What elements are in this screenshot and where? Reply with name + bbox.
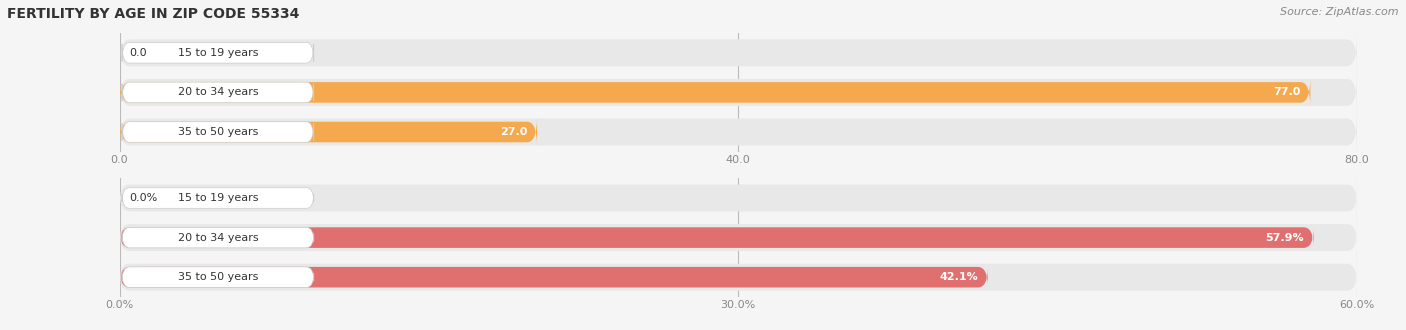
FancyBboxPatch shape	[120, 77, 1310, 108]
Text: 77.0: 77.0	[1272, 87, 1301, 97]
FancyBboxPatch shape	[122, 188, 314, 208]
Text: 35 to 50 years: 35 to 50 years	[177, 272, 259, 282]
Text: 15 to 19 years: 15 to 19 years	[177, 48, 259, 58]
FancyBboxPatch shape	[120, 117, 537, 147]
Text: 27.0: 27.0	[499, 127, 527, 137]
Text: 20 to 34 years: 20 to 34 years	[177, 233, 259, 243]
Text: 20 to 34 years: 20 to 34 years	[177, 87, 259, 97]
FancyBboxPatch shape	[122, 227, 314, 248]
FancyBboxPatch shape	[122, 82, 314, 103]
FancyBboxPatch shape	[122, 122, 314, 142]
Text: FERTILITY BY AGE IN ZIP CODE 55334: FERTILITY BY AGE IN ZIP CODE 55334	[7, 7, 299, 20]
Text: 15 to 19 years: 15 to 19 years	[177, 193, 259, 203]
Text: 57.9%: 57.9%	[1265, 233, 1303, 243]
FancyBboxPatch shape	[122, 43, 314, 63]
FancyBboxPatch shape	[120, 264, 1357, 291]
Text: 42.1%: 42.1%	[939, 272, 977, 282]
FancyBboxPatch shape	[120, 118, 1357, 146]
Text: 35 to 50 years: 35 to 50 years	[177, 127, 259, 137]
FancyBboxPatch shape	[120, 39, 1357, 66]
FancyBboxPatch shape	[120, 79, 1357, 106]
Text: Source: ZipAtlas.com: Source: ZipAtlas.com	[1281, 7, 1399, 16]
Text: 0.0: 0.0	[129, 48, 148, 58]
FancyBboxPatch shape	[120, 227, 1313, 248]
FancyBboxPatch shape	[120, 224, 1357, 251]
Text: 0.0%: 0.0%	[129, 193, 157, 203]
FancyBboxPatch shape	[122, 267, 314, 287]
FancyBboxPatch shape	[120, 184, 1357, 212]
FancyBboxPatch shape	[120, 267, 987, 287]
